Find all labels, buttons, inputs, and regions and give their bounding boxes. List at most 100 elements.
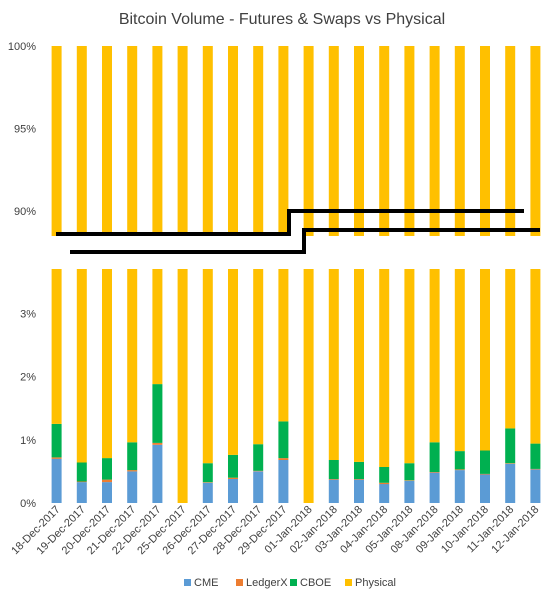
bar-physical-08-Jan-2018-upper [429,46,440,236]
bar-physical-29-Dec-2017-upper [278,46,289,236]
axis-break-line-bottom [70,228,540,254]
bar-physical-03-Jan-2018-upper [354,46,364,236]
bar-cme-21-Dec-2017-lower [127,471,138,503]
bar-physical-26-Dec-2017-lower [202,269,213,464]
bar-physical-28-Dec-2017-upper [253,46,264,236]
bar-physical-08-Jan-2018-lower [429,269,440,443]
bar-cboe-28-Dec-2017-lower [253,444,264,471]
bar-physical-22-Dec-2017-lower [152,269,163,385]
bar-ledgerx-03-Jan-2018-lower [354,479,364,480]
y-tick-upper-90: 90% [14,206,36,218]
bar-ledgerx-20-Dec-2017-lower [102,479,112,483]
bar-cme-20-Dec-2017-lower [102,482,112,503]
bar-cboe-09-Jan-2018-lower [454,451,465,470]
y-tick-lower-1: 1% [20,435,36,447]
bar-cme-27-Dec-2017-lower [228,479,238,503]
bar-physical-19-Dec-2017-upper [76,46,87,236]
bar-ledgerx-04-Jan-2018-lower [379,482,390,485]
bar-physical-04-Jan-2018-lower [379,269,390,467]
bar-physical-28-Dec-2017-lower [253,269,264,445]
legend: CME LedgerX CBOE Physical [184,577,396,589]
bar-cme-09-Jan-2018-lower [454,470,465,503]
axis-break-lines [44,209,550,268]
bar-physical-25-Dec-2017-upper [177,46,188,236]
bar-physical-25-Dec-2017-lower [177,269,188,503]
bar-cboe-02-Jan-2018-lower [328,460,339,479]
bar-cme-29-Dec-2017-lower [278,460,289,503]
legend-swatch-physical [345,579,352,586]
y-tick-labels: 90% 95% 100% 0% 1% 2% 3% [8,41,36,510]
bar-physical-18-Dec-2017-upper [51,46,62,236]
legend-swatch-cme [184,579,191,586]
bar-ledgerx-11-Jan-2018-lower [505,463,516,464]
bar-physical-05-Jan-2018-upper [404,46,415,236]
bar-cme-04-Jan-2018-lower [379,484,390,503]
bar-physical-20-Dec-2017-upper [102,46,112,236]
bar-physical-01-Jan-2018-lower [303,269,314,503]
bar-cboe-26-Dec-2017-lower [202,463,213,483]
bar-physical-12-Jan-2018-lower [530,269,541,444]
bar-cboe-20-Dec-2017-lower [102,458,112,480]
bar-cme-19-Dec-2017-lower [76,482,87,503]
bar-ledgerx-19-Dec-2017-lower [76,481,87,483]
bar-physical-02-Jan-2018-upper [328,46,339,236]
bar-physical-22-Dec-2017-upper [152,46,163,236]
bar-physical-27-Dec-2017-lower [228,269,238,455]
bar-cboe-21-Dec-2017-lower [127,442,138,471]
bar-physical-27-Dec-2017-upper [228,46,238,236]
bar-physical-19-Dec-2017-lower [76,269,87,463]
bar-ledgerx-28-Dec-2017-lower [253,470,264,472]
legend-label-physical: Physical [355,577,396,589]
bar-physical-10-Jan-2018-lower [480,269,490,451]
bar-physical-26-Dec-2017-upper [202,46,213,236]
bar-cme-11-Jan-2018-lower [505,463,516,503]
y-tick-lower-2: 2% [20,372,36,384]
bar-physical-01-Jan-2018-upper [303,46,314,236]
bar-physical-11-Jan-2018-lower [505,269,516,429]
bar-ledgerx-22-Dec-2017-lower [152,442,163,445]
axis-break-line-top [56,209,524,236]
legend-label-ledgerx: LedgerX [246,577,288,589]
y-tick-upper-100: 100% [8,41,36,53]
bar-physical-02-Jan-2018-lower [328,269,339,460]
bar-ledgerx-21-Dec-2017-lower [127,470,138,472]
bar-ledgerx-09-Jan-2018-lower [454,469,465,471]
bar-physical-11-Jan-2018-upper [505,46,516,236]
bar-ledgerx-10-Jan-2018-lower [480,473,490,475]
legend-swatch-cboe [290,579,297,586]
bar-cboe-11-Jan-2018-lower [505,428,516,464]
bar-physical-18-Dec-2017-lower [51,269,62,424]
bar-cboe-12-Jan-2018-lower [530,443,541,469]
legend-swatch-ledgerx [236,579,243,586]
bar-ledgerx-08-Jan-2018-lower [429,472,440,473]
bar-cme-08-Jan-2018-lower [429,472,440,503]
bar-physical-12-Jan-2018-upper [530,46,541,236]
bar-physical-20-Dec-2017-lower [102,269,112,459]
bar-ledgerx-02-Jan-2018-lower [328,479,339,480]
bar-physical-04-Jan-2018-upper [379,46,390,236]
legend-label-cboe: CBOE [300,577,331,589]
bar-physical-09-Jan-2018-upper [454,46,465,236]
y-tick-upper-95: 95% [14,124,36,136]
bar-physical-03-Jan-2018-lower [354,269,364,462]
bar-physical-21-Dec-2017-lower [127,269,138,443]
bar-cboe-10-Jan-2018-lower [480,450,490,474]
bar-physical-05-Jan-2018-lower [404,269,415,464]
bar-physical-10-Jan-2018-upper [480,46,490,236]
bar-cme-05-Jan-2018-lower [404,480,415,503]
bar-ledgerx-29-Dec-2017-lower [278,458,289,460]
y-tick-lower-0: 0% [20,498,36,510]
bar-cme-10-Jan-2018-lower [480,474,490,503]
bar-cboe-05-Jan-2018-lower [404,463,415,481]
x-tick-labels: 18-Dec-201719-Dec-201720-Dec-201721-Dec-… [9,504,541,557]
bar-cboe-29-Dec-2017-lower [278,421,289,459]
bar-ledgerx-12-Jan-2018-lower [530,468,541,470]
bar-cboe-08-Jan-2018-lower [429,442,440,472]
bar-cme-28-Dec-2017-lower [253,471,264,503]
legend-label-cme: CME [194,577,218,589]
bar-cboe-27-Dec-2017-lower [228,454,238,478]
bar-ledgerx-27-Dec-2017-lower [228,477,238,479]
bar-ledgerx-05-Jan-2018-lower [404,480,415,481]
bar-cboe-18-Dec-2017-lower [51,423,62,458]
